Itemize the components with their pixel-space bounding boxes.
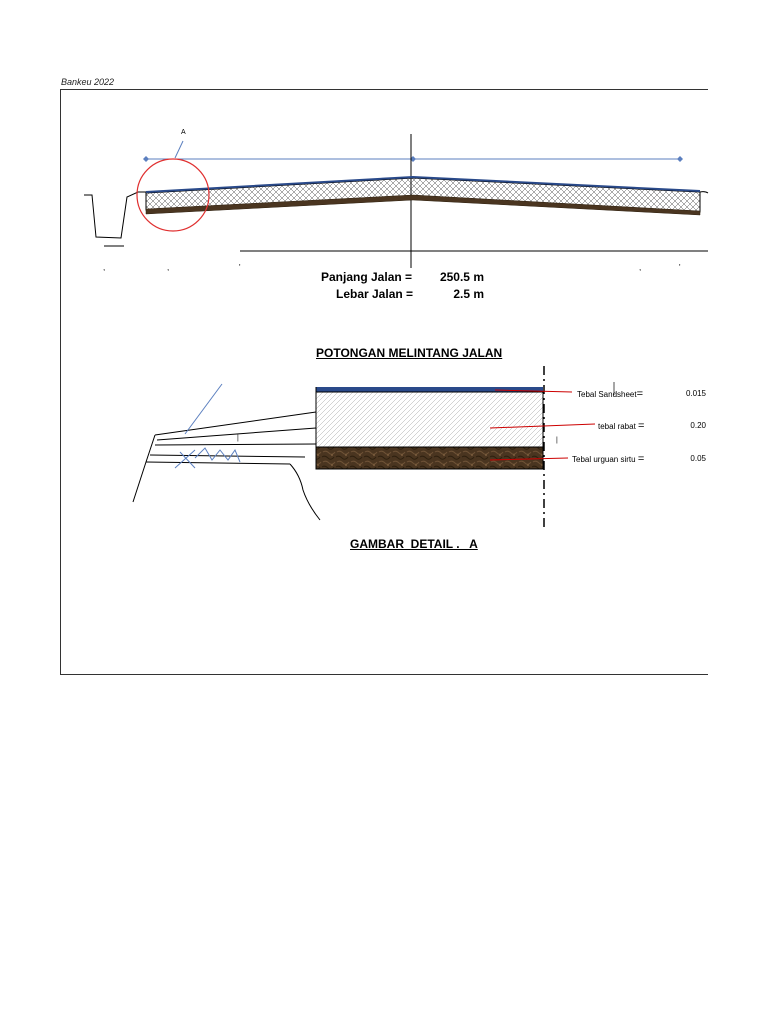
marker-label-a: A [181,129,186,136]
header-note: Bankeu 2022 [61,77,115,87]
leader-rabat [489,423,596,429]
dimension-end-right [677,156,683,162]
left-ditch [84,191,146,239]
marker-circle-a [136,158,210,232]
layer-label-rabat: tebal rabat = [598,420,645,432]
detail-a-drawing: | | [132,366,615,530]
svg-text:|: | [556,437,558,444]
rabat-layer [315,391,544,448]
road-soil-base [145,194,701,216]
cross-section: , , ' , ' [84,134,709,272]
layer-value-sirtu: 0.05 [690,454,706,463]
layer-value-rabat: 0.20 [690,421,706,430]
dimension-end-left [143,156,149,162]
right-shoulder [699,191,709,194]
svg-text:': ' [239,263,241,272]
layer-label-sirtu: Tebal urguan sirtu = [572,453,645,465]
leader-sandsheet [494,389,573,393]
marker-leader [174,140,184,159]
layer-value-sandsheet: 0.015 [685,389,706,398]
length-label: Panjang Jalan = [321,270,413,284]
svg-text:': ' [679,263,681,272]
layer-label-sandsheet: Tebal Sandsheet= [577,388,644,400]
sandsheet-layer [316,387,543,392]
detail-title: GAMBAR DETAIL . A [350,537,478,551]
section-title: POTONGAN MELINTANG JALAN [316,346,503,360]
svg-text:,: , [103,263,105,272]
width-value: 2.5 m [453,287,484,301]
svg-text:,: , [167,263,169,272]
sirtu-layer [315,446,544,470]
leader-sirtu [489,457,569,461]
asphalt-top [145,175,701,193]
width-label: Lebar Jalan = [336,287,414,301]
svg-text:,: , [639,263,641,272]
length-value: 250.5 m [439,270,484,284]
drawing-frame [60,89,708,675]
svg-text:|: | [237,435,239,442]
